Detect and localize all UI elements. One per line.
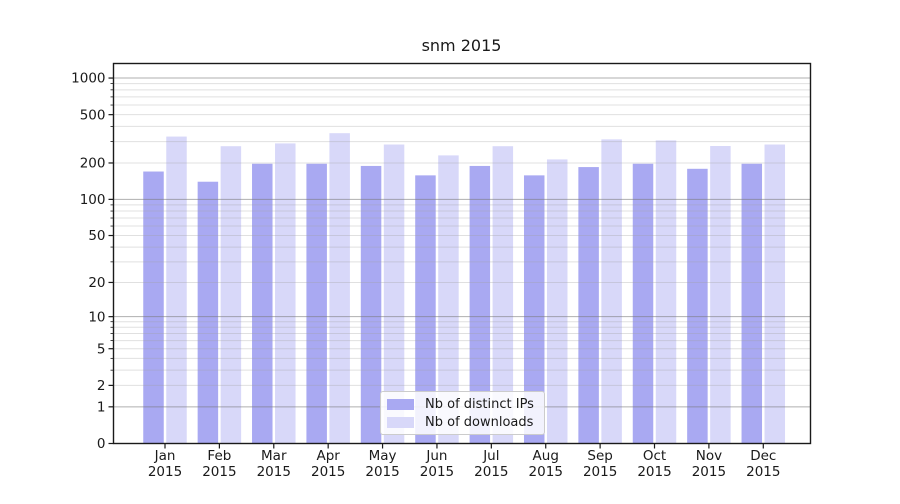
bar-nb-of-distinct-ips-mar	[252, 163, 273, 444]
y-tick-label: 50	[88, 228, 105, 244]
bar-nb-of-distinct-ips-dec	[741, 163, 763, 444]
bar-nb-of-downloads-jan	[166, 136, 187, 444]
y-tick-label: 2	[97, 378, 106, 394]
x-tick-label-month: Feb	[207, 448, 231, 464]
bar-nb-of-distinct-ips-jan	[143, 171, 164, 444]
x-tick-label-month: Sep	[587, 448, 612, 464]
x-tick-label-month: Jul	[482, 448, 499, 464]
legend-swatch-downloads-icon	[387, 416, 414, 428]
x-tick-label-year: 2015	[692, 464, 726, 480]
bar-nb-of-downloads-sep	[601, 139, 622, 444]
chart-title: snm 2015	[421, 36, 502, 55]
legend-swatch-distinct-ips-icon	[387, 398, 414, 410]
bar-nb-of-downloads-aug	[546, 159, 568, 444]
x-tick-label-year: 2015	[202, 464, 236, 480]
bar-nb-of-distinct-ips-nov	[687, 168, 708, 444]
x-tick-label-year: 2015	[529, 464, 563, 480]
plot-border	[112, 62, 812, 445]
bar-nb-of-downloads-jun	[438, 155, 459, 444]
bar-nb-of-distinct-ips-may	[360, 165, 382, 444]
x-tick-label-year: 2015	[583, 464, 617, 480]
x-tick-label-month: Mar	[261, 448, 287, 464]
bar-nb-of-distinct-ips-jun	[415, 175, 436, 444]
bar-nb-of-downloads-apr	[329, 133, 350, 444]
bar-nb-of-distinct-ips-apr	[306, 163, 327, 444]
x-tick-label-year: 2015	[474, 464, 508, 480]
x-tick-label-year: 2015	[365, 464, 399, 480]
bar-nb-of-downloads-may	[383, 144, 405, 444]
y-tick-label: 100	[80, 192, 106, 208]
bar-nb-of-distinct-ips-feb	[197, 181, 219, 444]
x-tick-label-year: 2015	[746, 464, 780, 480]
x-tick-label-year: 2015	[637, 464, 671, 480]
legend: Nb of distinct IPs Nb of downloads	[380, 391, 545, 435]
y-tick-label: 20	[88, 275, 105, 291]
legend-item-downloads: Nb of downloads	[381, 413, 544, 431]
x-tick-label-year: 2015	[420, 464, 454, 480]
x-tick-label-month: Oct	[643, 448, 666, 464]
y-tick-label: 200	[80, 156, 106, 172]
x-tick-label-month: May	[369, 448, 397, 464]
legend-label-distinct-ips: Nb of distinct IPs	[425, 396, 534, 412]
y-tick-label: 5	[97, 341, 106, 357]
x-tick-label-year: 2015	[257, 464, 291, 480]
x-tick-label-year: 2015	[148, 464, 182, 480]
y-tick-label: 1000	[71, 71, 105, 87]
y-tick-label: 500	[80, 107, 106, 123]
y-tick-label: 10	[88, 309, 105, 325]
x-tick-label-month: Jan	[154, 448, 176, 464]
bar-nb-of-downloads-mar	[275, 143, 296, 444]
legend-label-downloads: Nb of downloads	[425, 414, 534, 430]
bar-nb-of-downloads-feb	[220, 146, 242, 444]
bar-nb-of-distinct-ips-oct	[632, 163, 654, 444]
x-tick-label-month: Nov	[696, 448, 722, 464]
bar-nb-of-distinct-ips-aug	[523, 175, 545, 444]
x-tick-label-year: 2015	[311, 464, 345, 480]
bar-nb-of-distinct-ips-jul	[469, 165, 491, 444]
x-tick-label-month: Jun	[425, 448, 447, 464]
x-tick-label-month: Dec	[750, 448, 776, 464]
bar-nb-of-downloads-nov	[710, 146, 731, 444]
bar-nb-of-downloads-jul	[492, 146, 514, 444]
x-tick-label-month: Apr	[316, 448, 340, 464]
bar-nb-of-distinct-ips-sep	[578, 167, 599, 444]
bar-nb-of-downloads-oct	[655, 140, 677, 444]
y-tick-label: 0	[97, 436, 106, 452]
legend-item-distinct-ips: Nb of distinct IPs	[381, 395, 544, 413]
y-tick-label: 1	[97, 400, 106, 416]
x-tick-label-month: Aug	[533, 448, 559, 464]
bar-nb-of-downloads-dec	[764, 144, 786, 444]
